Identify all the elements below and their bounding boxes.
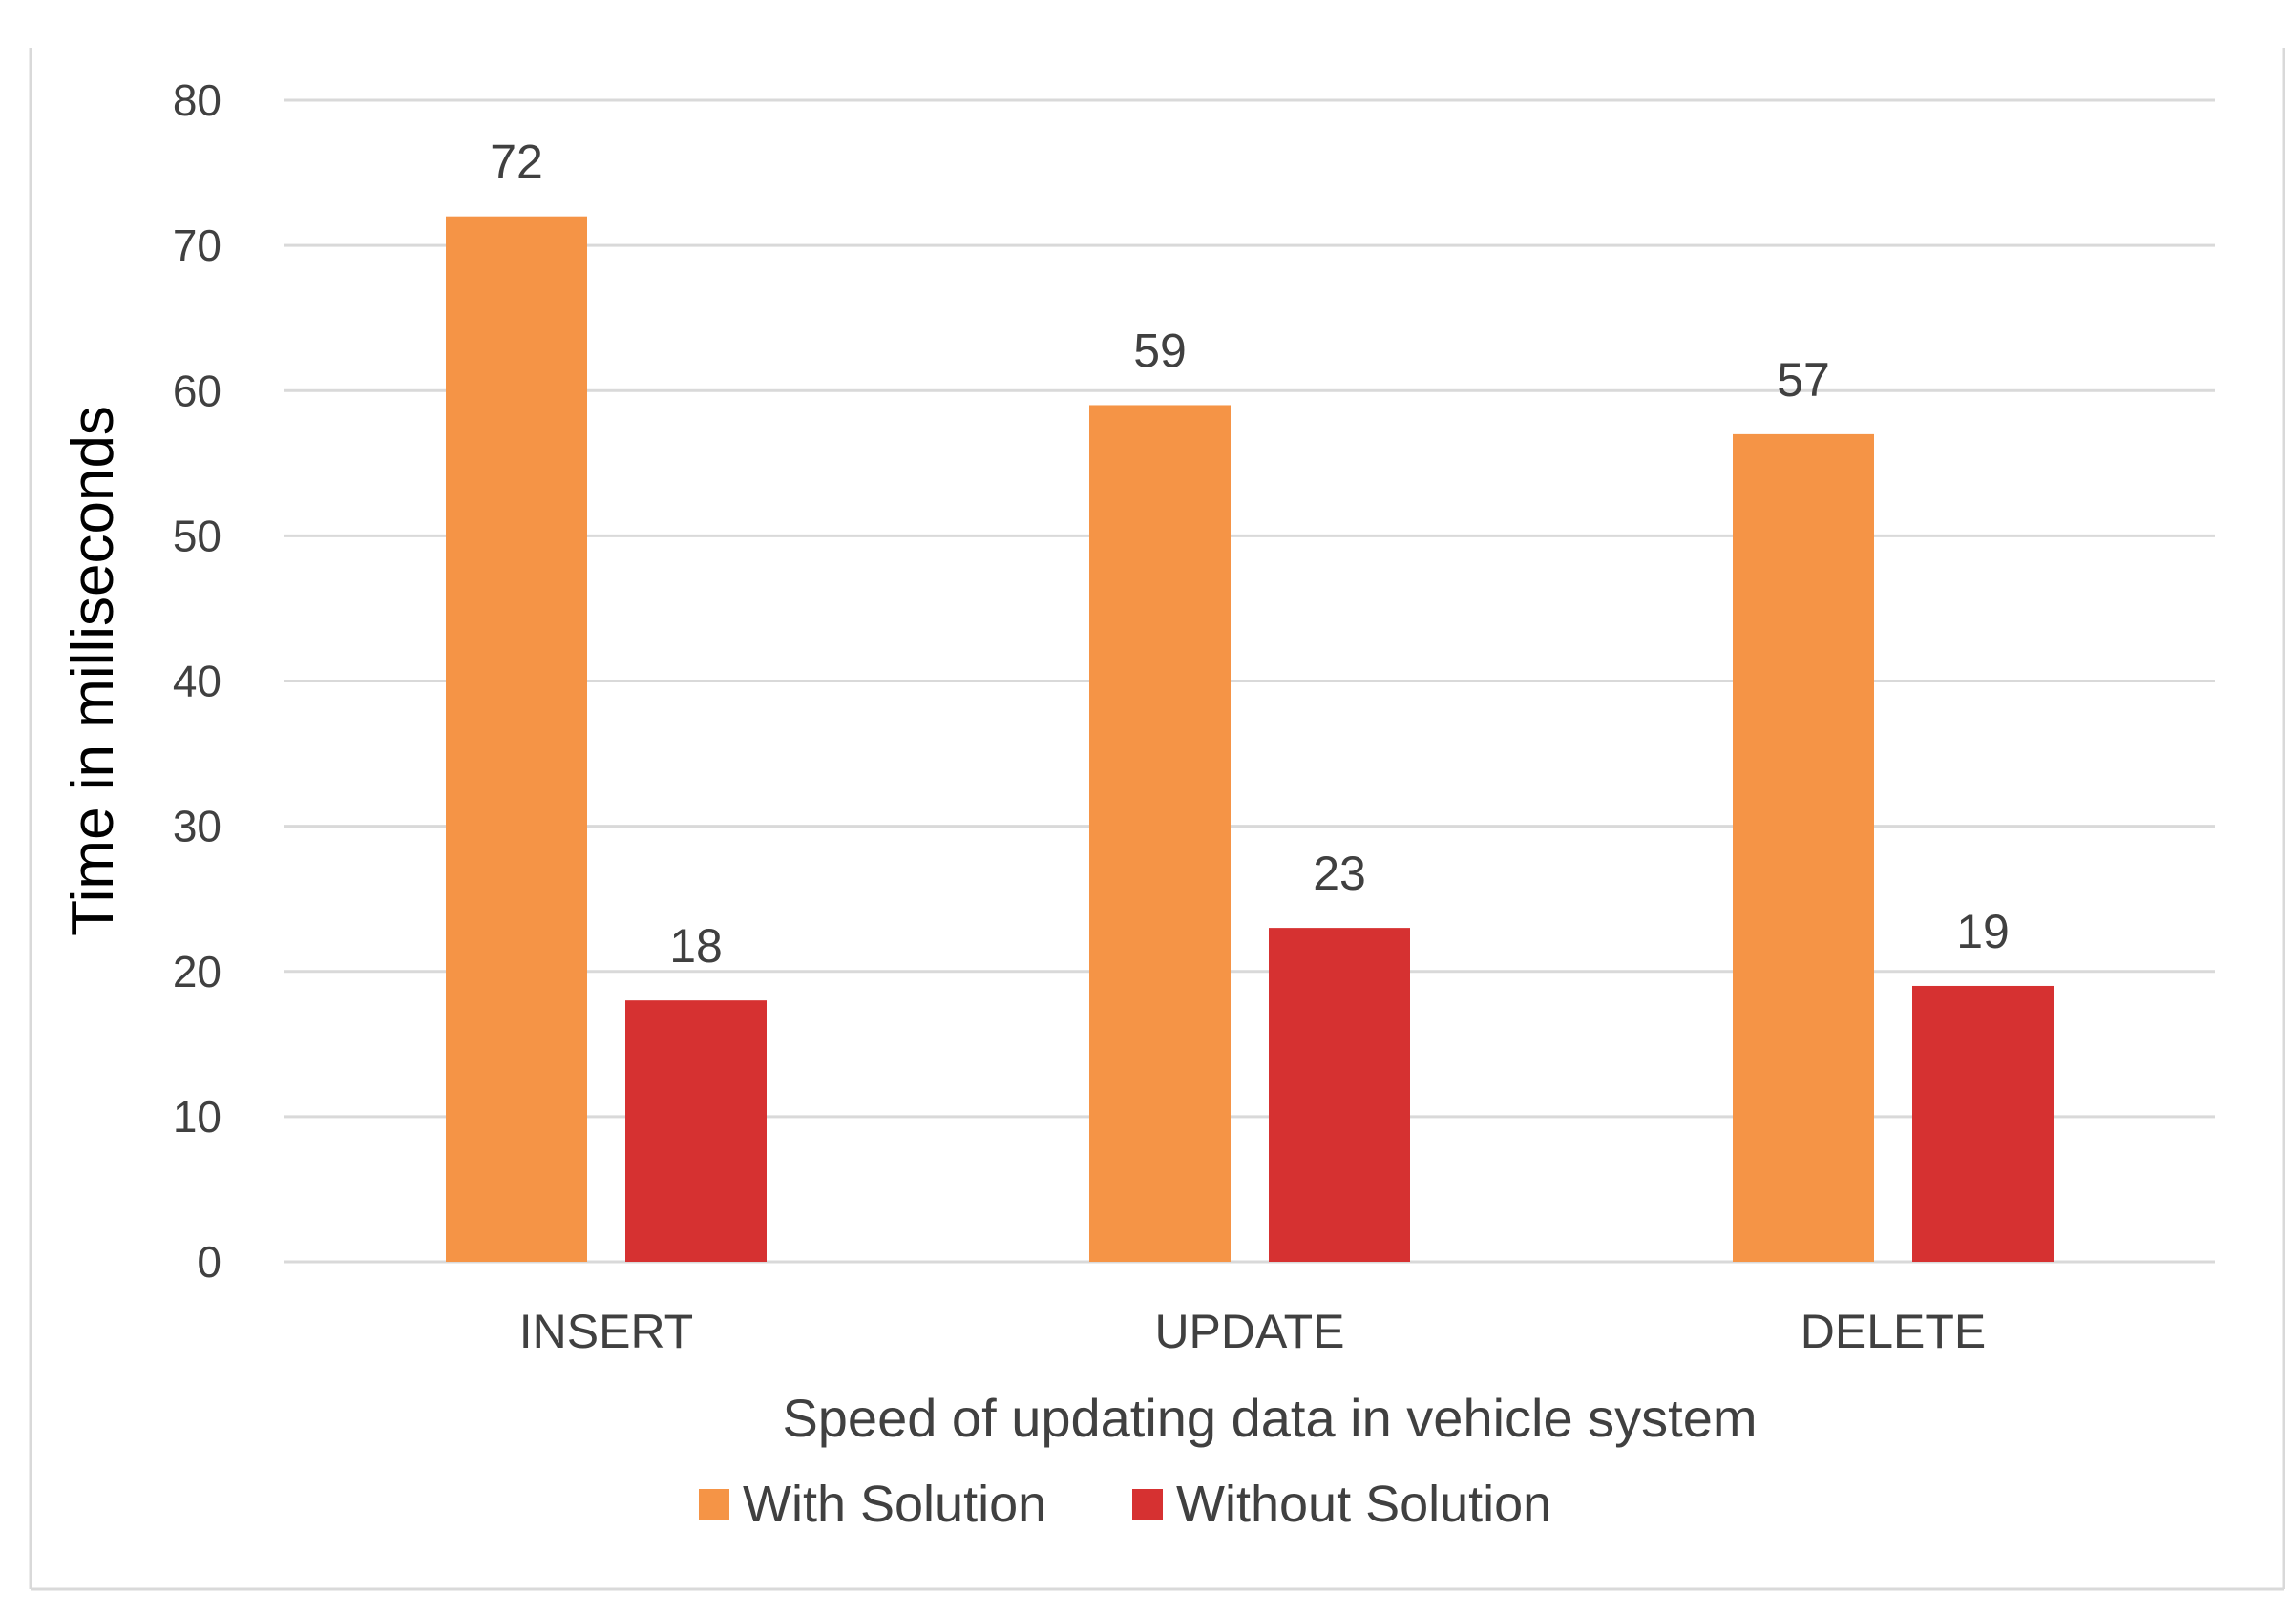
x-axis-title: Speed of updating data in vehicle system <box>782 1388 1757 1448</box>
bars <box>446 216 2054 1263</box>
data-labels: 72 18 59 23 57 19 <box>490 136 2010 973</box>
legend-label-with-solution: With Solution <box>743 1476 1046 1533</box>
bar-insert-with-solution <box>446 216 587 1263</box>
x-tick-label-delete: DELETE <box>1801 1305 1987 1358</box>
bar-delete-without-solution <box>1912 985 2054 1262</box>
legend: With Solution Without Solution <box>699 1476 1551 1533</box>
y-tick-label-60: 60 <box>173 366 221 415</box>
x-axis-category-labels: INSERT UPDATE DELETE <box>519 1305 1986 1358</box>
y-tick-label-30: 30 <box>173 802 221 851</box>
bar-update-with-solution <box>1089 405 1231 1262</box>
x-tick-label-update: UPDATE <box>1154 1305 1344 1358</box>
y-axis-title: Time in milliseconds <box>60 406 126 936</box>
bar-insert-without-solution <box>625 1000 767 1262</box>
y-tick-label-0: 0 <box>197 1237 221 1287</box>
data-label-update-without-solution: 23 <box>1313 847 1366 900</box>
x-tick-label-insert: INSERT <box>519 1305 693 1358</box>
y-tick-label-80: 80 <box>173 75 221 125</box>
y-tick-label-20: 20 <box>173 947 221 996</box>
legend-swatch-without-solution <box>1132 1489 1163 1520</box>
data-label-delete-with-solution: 57 <box>1777 353 1830 407</box>
y-tick-label-50: 50 <box>173 511 221 560</box>
data-label-delete-without-solution: 19 <box>1956 905 2010 958</box>
data-label-insert-with-solution: 72 <box>490 136 543 189</box>
y-axis-tick-labels: 0 10 20 30 40 50 60 70 80 <box>173 75 221 1287</box>
data-label-update-with-solution: 59 <box>1133 324 1187 377</box>
gridlines <box>284 98 2215 1264</box>
legend-label-without-solution: Without Solution <box>1176 1476 1551 1533</box>
y-tick-label-70: 70 <box>173 220 221 270</box>
y-tick-label-40: 40 <box>173 657 221 706</box>
legend-swatch-with-solution <box>699 1489 729 1520</box>
y-tick-label-10: 10 <box>173 1092 221 1142</box>
data-label-insert-without-solution: 18 <box>669 919 723 973</box>
bar-delete-with-solution <box>1733 433 1874 1262</box>
bar-update-without-solution <box>1269 928 1410 1262</box>
